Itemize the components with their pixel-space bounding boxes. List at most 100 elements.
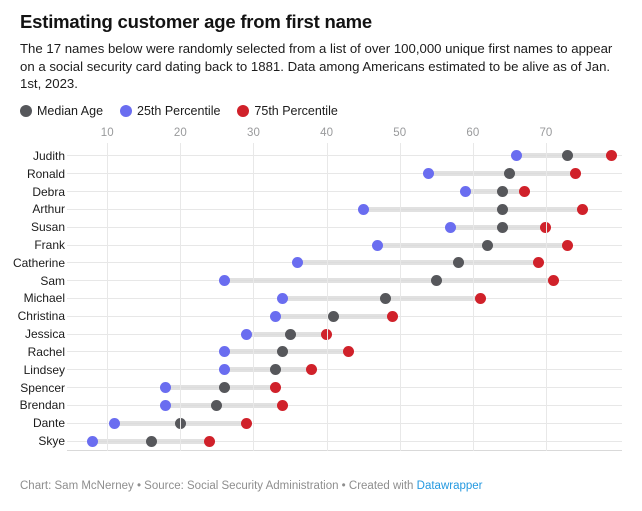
p25-dot [218,364,230,376]
p75-dot [204,435,216,447]
median-legend-dot-icon [20,104,32,117]
row-leader-line [67,191,622,193]
category-label: Michael [23,291,65,306]
p25-dot [218,275,230,287]
x-gridline [107,142,109,451]
row-leader-line [67,155,622,157]
median-dot [277,346,289,358]
p25-dot [291,257,303,269]
x-tick-label: 30 [247,126,260,139]
row-leader-line [67,369,622,371]
x-gridline [253,142,255,451]
category-label: Christina [17,309,65,324]
p75-dot [606,150,618,162]
row-leader-line [67,333,622,335]
p75-dot [562,239,574,251]
range-bar [224,278,554,284]
p25-dot [460,186,472,198]
p25-dot [445,221,457,233]
median-dot [328,310,340,322]
median-dot [496,203,508,215]
p25-dot [423,168,435,180]
median-dot [481,239,493,251]
category-label: Judith [32,148,65,163]
legend: Median Age 25th Percentile 75th Percentile [20,103,622,119]
p25-dot [511,150,523,162]
category-label: Lindsey [23,362,65,377]
median-dot [284,328,296,340]
x-gridline [180,142,182,451]
p75-dot [240,417,252,429]
footer-text: Chart: Sam McNerney • Source: Social Sec… [20,479,417,492]
range-bar [377,242,568,248]
row-leader-line [67,422,622,424]
x-tick-label: 20 [173,126,187,139]
x-gridline [472,142,474,451]
p75-legend-dot-icon [237,104,250,117]
x-tick-label: 50 [393,126,407,139]
x-gridline [399,142,401,451]
row-leader-line [67,387,622,389]
category-label: Sam [40,273,65,288]
x-gridline [326,142,328,451]
p25-dot [269,310,281,322]
median-dot [379,292,391,304]
x-tick-label: 40 [320,126,333,139]
p25-dot [372,239,384,251]
p25-dot [218,346,230,358]
chart-description: The 17 names below were randomly selecte… [20,41,613,91]
chart-title: Estimating customer age from first name [20,11,373,32]
median-dot [145,435,157,447]
range-bar [465,189,524,195]
median-dot [562,150,574,162]
x-tick-label: 70 [539,126,553,139]
category-label: Rachel [27,344,65,359]
range-bar [297,260,539,266]
legend-item-p25: 25th Percentile [120,104,220,118]
x-tick-label: 60 [466,126,480,139]
median-dot [503,168,515,180]
median-dot [452,257,464,269]
legend-label: Median Age [37,103,104,118]
legend-label: 25th Percentile [137,103,221,118]
p25-legend-dot-icon [120,104,133,117]
p75-dot [386,310,398,322]
p75-dot [518,186,530,198]
datawrapper-link[interactable]: Datawrapper [416,479,483,492]
p25-dot [357,203,369,215]
median-dot [496,186,508,198]
p75-dot [343,346,355,358]
range-bar [363,206,583,212]
p75-dot [277,399,289,411]
p25-dot [240,328,252,340]
median-dot [211,399,223,411]
category-label: Ronald [26,166,65,181]
median-dot [496,221,508,233]
p25-dot [277,292,289,304]
range-bar [165,402,283,408]
row-leader-line [67,440,622,442]
p75-dot [533,257,545,269]
p75-dot [569,168,581,180]
median-dot [218,382,230,394]
category-label: Susan [30,220,65,235]
category-label: Brendan [19,398,65,413]
p75-dot [577,203,588,215]
row-leader-line [67,173,622,175]
category-label: Arthur [32,202,65,217]
p75-dot [269,382,281,394]
category-label: Debra [32,184,65,199]
category-label: Jessica [24,327,65,342]
x-tick-label: 10 [100,126,114,139]
plot-area: Judith Ronald Debra Arthur Susan Frank Catheri… [13,147,622,451]
p25-dot [160,382,172,394]
row-leader-line [67,208,622,210]
x-gridline [545,142,547,451]
x-axis-line [67,449,622,451]
p75-dot [547,275,559,287]
p75-dot [306,364,318,376]
legend-item-median: Median Age [20,104,103,118]
range-bar [224,367,312,373]
p25-dot [109,417,121,429]
